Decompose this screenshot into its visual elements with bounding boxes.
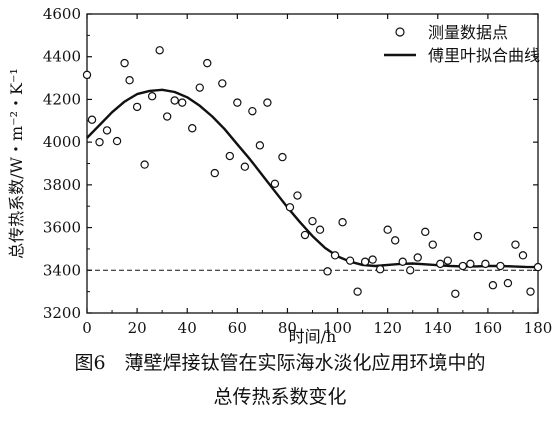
data-point	[188, 124, 197, 133]
data-point	[270, 179, 280, 188]
data-point	[248, 106, 257, 116]
y-tick-label: 4200	[43, 90, 81, 108]
data-point	[170, 96, 179, 105]
data-point	[132, 102, 142, 112]
data-point	[218, 79, 227, 88]
x-tick-label: 20	[128, 319, 147, 337]
x-tick-label: 80	[278, 319, 297, 337]
data-point	[225, 151, 235, 161]
x-tick-label: 40	[178, 319, 197, 337]
data-point	[323, 267, 332, 276]
data-points-group	[82, 46, 543, 298]
data-point	[533, 262, 543, 272]
data-point	[87, 115, 97, 124]
data-point	[488, 281, 498, 290]
y-tick-label: 4000	[43, 133, 81, 151]
data-point	[398, 257, 407, 266]
y-tick-label: 3800	[43, 176, 81, 194]
data-point	[178, 98, 187, 107]
legend-label-data: 测量数据点	[428, 23, 508, 42]
legend-label-fit: 傅里叶拟合曲线	[428, 46, 540, 65]
data-point	[375, 265, 385, 274]
data-point	[140, 160, 149, 169]
data-point	[503, 278, 513, 288]
data-point	[353, 287, 362, 296]
data-point	[255, 141, 265, 150]
data-point	[406, 266, 415, 275]
data-point	[526, 287, 535, 296]
data-point	[125, 76, 134, 85]
y-axis-ticks: 3200 3400 3600 3800 4000 4200 4400 4600	[43, 5, 538, 322]
data-point	[82, 70, 92, 80]
data-point	[300, 230, 310, 240]
figure-caption-line-2: 总传热系数变化	[213, 386, 347, 408]
data-point	[496, 261, 505, 271]
x-tick-label: 120	[373, 319, 402, 337]
data-point	[368, 255, 377, 264]
data-point	[240, 162, 250, 171]
data-point	[518, 251, 528, 260]
legend-marker-data	[395, 27, 405, 37]
data-point	[263, 98, 272, 107]
data-point	[330, 251, 340, 260]
data-point	[466, 259, 475, 269]
data-point	[308, 216, 317, 226]
x-tick-label: 60	[228, 319, 247, 337]
y-tick-label: 3400	[43, 261, 81, 279]
data-point	[162, 112, 172, 121]
x-tick-label: 160	[474, 319, 503, 337]
y-tick-label: 3200	[43, 304, 81, 322]
data-point	[102, 126, 112, 135]
data-point	[421, 227, 430, 237]
data-point	[285, 203, 295, 212]
data-point	[120, 58, 129, 68]
x-tick-label: 100	[323, 319, 352, 337]
x-tick-label: 0	[82, 319, 92, 337]
y-axis-title: 总传热系数/W・m⁻²・K⁻¹	[7, 68, 26, 259]
data-point	[147, 92, 157, 101]
y-tick-label: 4600	[43, 5, 81, 23]
data-point	[155, 46, 164, 55]
data-point	[345, 256, 355, 265]
figure-caption-line-1: 图6 薄壁焊接钛管在实际海水淡化应用环境中的	[74, 352, 486, 374]
data-point	[481, 259, 490, 269]
data-point	[390, 236, 400, 245]
data-point	[95, 137, 104, 147]
data-point	[443, 256, 452, 265]
data-point	[511, 240, 520, 249]
data-point	[451, 289, 460, 298]
data-point	[338, 218, 347, 227]
data-point	[112, 136, 122, 146]
data-point	[436, 259, 445, 269]
x-tick-label: 140	[423, 319, 452, 337]
x-tick-label: 180	[524, 319, 553, 337]
data-point	[195, 83, 204, 92]
data-point	[315, 225, 325, 234]
x-axis-title: 时间/h	[289, 327, 337, 346]
x-axis-ticks: 0 20 40 60 80 100 120 140 160 180	[82, 14, 552, 337]
data-point	[383, 225, 392, 234]
data-point	[233, 98, 242, 107]
y-tick-label: 4400	[43, 48, 81, 66]
data-point	[360, 257, 370, 266]
data-point	[278, 152, 287, 162]
data-point	[458, 261, 468, 271]
y-tick-label: 3600	[43, 219, 81, 237]
data-point	[210, 168, 219, 178]
data-point	[473, 231, 483, 241]
fit-curve-group	[86, 88, 539, 269]
data-point	[428, 240, 437, 249]
data-point	[293, 191, 302, 200]
data-point	[203, 58, 212, 68]
fit-curve-line	[86, 88, 539, 269]
data-point	[413, 253, 422, 262]
